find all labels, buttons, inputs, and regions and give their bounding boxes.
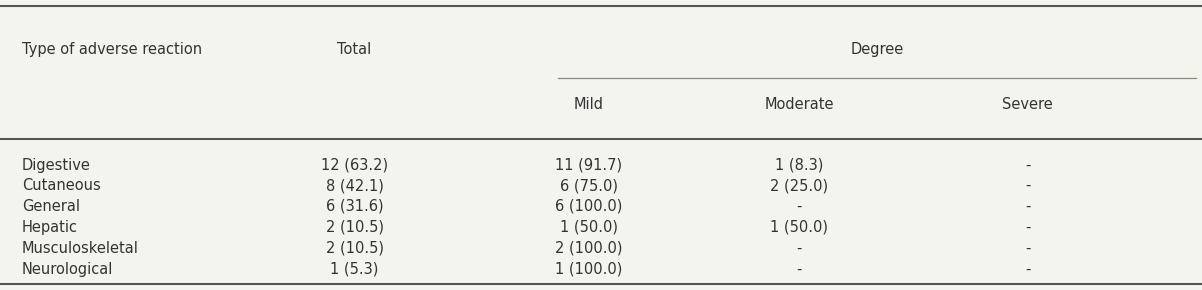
Text: Cutaneous: Cutaneous xyxy=(22,178,101,193)
Text: 2 (25.0): 2 (25.0) xyxy=(770,178,828,193)
Text: 1 (100.0): 1 (100.0) xyxy=(555,262,623,277)
Text: 1 (5.3): 1 (5.3) xyxy=(331,262,379,277)
Text: 11 (91.7): 11 (91.7) xyxy=(555,158,623,173)
Text: Degree: Degree xyxy=(851,42,904,57)
Text: Mild: Mild xyxy=(575,97,603,112)
Text: 6 (75.0): 6 (75.0) xyxy=(560,178,618,193)
Text: Type of adverse reaction: Type of adverse reaction xyxy=(22,42,202,57)
Text: -: - xyxy=(1025,220,1030,235)
Text: Digestive: Digestive xyxy=(22,158,90,173)
Text: -: - xyxy=(797,262,802,277)
Text: 1 (8.3): 1 (8.3) xyxy=(775,158,823,173)
Text: 6 (31.6): 6 (31.6) xyxy=(326,199,383,214)
Text: Neurological: Neurological xyxy=(22,262,113,277)
Text: -: - xyxy=(797,241,802,256)
Text: -: - xyxy=(1025,241,1030,256)
Text: Moderate: Moderate xyxy=(764,97,834,112)
Text: 2 (100.0): 2 (100.0) xyxy=(555,241,623,256)
Text: -: - xyxy=(1025,262,1030,277)
Text: General: General xyxy=(22,199,79,214)
Text: -: - xyxy=(1025,158,1030,173)
Text: 8 (42.1): 8 (42.1) xyxy=(326,178,383,193)
Text: 2 (10.5): 2 (10.5) xyxy=(326,220,383,235)
Text: 1 (50.0): 1 (50.0) xyxy=(770,220,828,235)
Text: Hepatic: Hepatic xyxy=(22,220,78,235)
Text: -: - xyxy=(1025,178,1030,193)
Text: 6 (100.0): 6 (100.0) xyxy=(555,199,623,214)
Text: -: - xyxy=(1025,199,1030,214)
Text: Severe: Severe xyxy=(1002,97,1053,112)
Text: 1 (50.0): 1 (50.0) xyxy=(560,220,618,235)
Text: Musculoskeletal: Musculoskeletal xyxy=(22,241,138,256)
Text: -: - xyxy=(797,199,802,214)
Text: Total: Total xyxy=(338,42,371,57)
Text: 2 (10.5): 2 (10.5) xyxy=(326,241,383,256)
Text: 12 (63.2): 12 (63.2) xyxy=(321,158,388,173)
